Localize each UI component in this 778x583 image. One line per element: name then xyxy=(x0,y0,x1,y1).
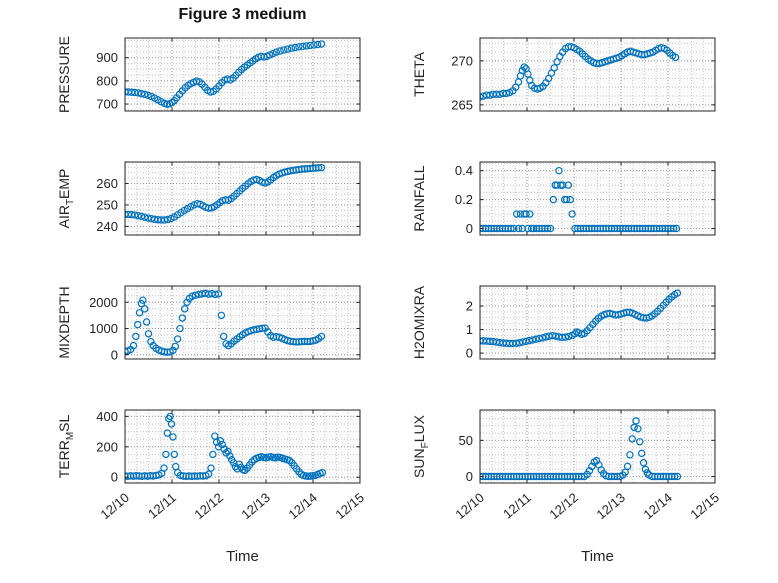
axes-box xyxy=(479,37,716,112)
y-tick-label: 1000 xyxy=(89,321,118,336)
subplot-pressure: 700 800 900 PRESSURE xyxy=(56,36,361,113)
y-tick-label: 50 xyxy=(459,433,473,448)
y-tick-label: 700 xyxy=(96,97,118,112)
y-tick-label: 0 xyxy=(466,469,473,484)
axes-box xyxy=(124,161,361,236)
y-tick-label: 1 xyxy=(466,322,473,337)
y-axis-label: PRESSURE xyxy=(56,36,72,113)
x-tick-label: 12/12 xyxy=(191,490,226,522)
y-tick-label: 0.4 xyxy=(455,163,473,178)
x-axis-label-right: Time xyxy=(581,548,614,565)
y-tick-label: 260 xyxy=(96,176,118,191)
y-axis-label: AIRTEMP xyxy=(56,169,76,229)
subplot-air-temp: 240 250 260 AIRTEMP xyxy=(56,161,361,236)
x-tick-label: 12/12 xyxy=(546,490,581,522)
axis-ticks: 240 250 260 xyxy=(96,162,361,235)
axes-box xyxy=(479,409,716,484)
y-axis-label: H2OMIXRA xyxy=(411,285,427,359)
axis-ticks: 0 0.2 0.4 xyxy=(455,162,716,236)
x-tick-label: 12/11 xyxy=(145,490,179,522)
subplot-h2omixra: 0 1 2 H2OMIXRA xyxy=(411,285,716,361)
scatter-points xyxy=(480,289,682,348)
scatter-points xyxy=(480,43,680,101)
scatter-points xyxy=(125,163,326,224)
y-tick-label: 0 xyxy=(466,346,473,361)
x-tick-label: 12/15 xyxy=(687,490,722,522)
y-tick-label: 270 xyxy=(451,53,473,68)
y-axis-label: RAINFALL xyxy=(411,165,427,231)
axes-box xyxy=(479,161,716,236)
y-tick-label: 400 xyxy=(96,409,118,424)
y-tick-label: 0 xyxy=(111,347,118,362)
axis-ticks: 0 1 2 xyxy=(466,286,716,361)
axis-ticks: 700 800 900 xyxy=(96,38,361,112)
y-tick-label: 250 xyxy=(96,197,118,212)
y-axis-label: TERRMSL xyxy=(56,414,76,478)
grid-lines xyxy=(124,161,361,235)
axes-box xyxy=(124,285,361,360)
x-axis-label-left: Time xyxy=(226,548,259,565)
scatter-points xyxy=(480,166,681,233)
x-tick-label: 12/11 xyxy=(500,490,534,522)
x-tick-label: 12/13 xyxy=(238,490,273,522)
axis-ticks: 0 1000 2000 xyxy=(89,286,361,362)
y-tick-label: 0 xyxy=(466,221,473,236)
subplot-theta: 265 270 THETA xyxy=(411,37,716,112)
y-tick-label: 900 xyxy=(96,50,118,65)
y-tick-label: 0 xyxy=(111,470,118,485)
axes-box xyxy=(124,37,361,112)
y-tick-label: 0.2 xyxy=(455,192,473,207)
x-tick-label: 12/13 xyxy=(593,490,628,522)
y-tick-label: 200 xyxy=(96,439,118,454)
y-axis-label: SUNFLUX xyxy=(411,414,431,478)
subplot-sun-flux: 12/10 12/11 12/12 12/13 12/14 12/15 0 50 SUNFLUX xyxy=(411,409,722,522)
scatter-points xyxy=(125,412,327,481)
y-tick-label: 2 xyxy=(466,299,473,314)
axis-ticks: 265 270 xyxy=(451,38,716,112)
y-axis-label: MIXDEPTH xyxy=(56,286,72,358)
y-axis-label: THETA xyxy=(411,51,427,97)
y-tick-label: 240 xyxy=(96,219,118,234)
x-tick-label: 12/15 xyxy=(332,490,367,522)
y-tick-label: 800 xyxy=(96,73,118,88)
subplot-mixdepth: 0 1000 2000 MIXDEPTH xyxy=(56,285,361,362)
x-tick-label: 12/14 xyxy=(285,490,320,522)
axes-box xyxy=(479,285,716,360)
y-tick-label: 265 xyxy=(451,97,473,112)
x-tick-label: 12/14 xyxy=(640,490,675,522)
subplot-rainfall: 0 0.2 0.4 RAINFALL xyxy=(411,161,716,236)
subplot-terr-msl: 12/10 12/11 12/12 12/13 12/14 12/15 0 200 400 TER… xyxy=(56,409,367,522)
x-tick-label: 12/10 xyxy=(97,490,132,522)
y-tick-label: 2000 xyxy=(89,295,118,310)
x-tick-label: 12/10 xyxy=(452,490,487,522)
scatter-points xyxy=(125,289,326,356)
figure-title: Figure 3 medium xyxy=(178,6,307,23)
